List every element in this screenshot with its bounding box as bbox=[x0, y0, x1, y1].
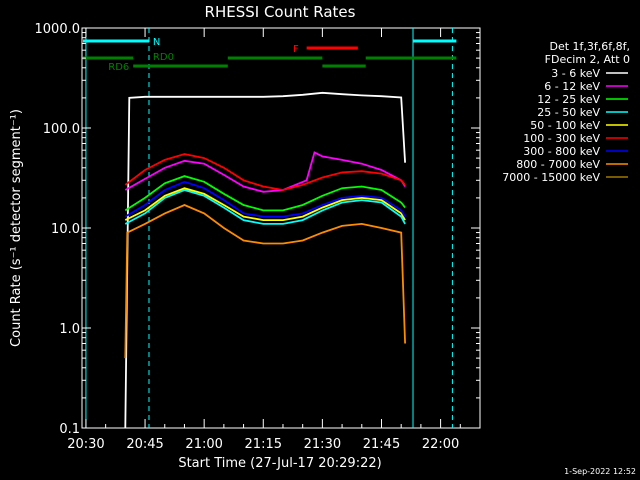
legend-header-line-1: Det 1f,3f,6f,8f, bbox=[549, 40, 630, 53]
y-tick-label-1: 1.0 bbox=[59, 322, 80, 337]
attenuator-segments: N F RD6 RD0 bbox=[83, 37, 457, 73]
x-axis-ticks: 20:30 20:45 21:00 21:15 21:30 21:45 22:00 bbox=[67, 28, 461, 452]
chart-title: RHESSI Count Rates bbox=[205, 3, 356, 21]
x-tick-label-4: 21:30 bbox=[304, 437, 341, 452]
y-tick-label-2: 10.0 bbox=[51, 222, 80, 237]
series-line-5 bbox=[124, 153, 406, 191]
vertical-markers bbox=[85, 28, 453, 428]
y-tick-label-4: 1000.0 bbox=[35, 22, 81, 37]
legend-label-1: 6 - 12 keV bbox=[544, 80, 600, 93]
x-tick-label-0: 20:30 bbox=[67, 437, 104, 452]
legend-label-2: 12 - 25 keV bbox=[537, 93, 600, 106]
x-tick-label-6: 22:00 bbox=[422, 437, 459, 452]
series-line-4 bbox=[124, 187, 406, 222]
series-line-6 bbox=[124, 180, 406, 218]
x-tick-label-3: 21:15 bbox=[245, 437, 282, 452]
x-tick-label-1: 20:45 bbox=[126, 437, 163, 452]
legend-label-0: 3 - 6 keV bbox=[551, 67, 600, 80]
series-line-3 bbox=[124, 189, 406, 225]
footer-timestamp: 1-Sep-2022 12:52 bbox=[564, 467, 636, 476]
y-tick-label-3: 100.0 bbox=[43, 122, 80, 137]
series-line-2 bbox=[124, 175, 406, 212]
legend-label-4: 50 - 100 keV bbox=[530, 119, 600, 132]
x-tick-label-2: 21:00 bbox=[185, 437, 222, 452]
y-axis-label: Count Rate (s⁻¹ detector segment⁻¹) bbox=[9, 109, 24, 347]
series-lines bbox=[124, 91, 406, 429]
y-tick-label-0: 0.1 bbox=[59, 422, 80, 437]
legend-label-6: 300 - 800 keV bbox=[523, 145, 600, 158]
legend-label-7: 800 - 7000 keV bbox=[516, 158, 600, 171]
legend-label-3: 25 - 50 keV bbox=[537, 106, 600, 119]
series-line-0 bbox=[124, 91, 406, 429]
annotation-F: F bbox=[293, 44, 299, 55]
y-axis-ticks: 0.1 1.0 10.0 100.0 1000.0 bbox=[35, 22, 480, 437]
plot-frame bbox=[81, 27, 481, 429]
legend-label-8: 7000 - 15000 keV bbox=[502, 171, 600, 184]
x-axis-label: Start Time (27-Jul-17 20:29:22) bbox=[178, 456, 381, 471]
legend-header-line-2: FDecim 2, Att 0 bbox=[545, 53, 630, 66]
legend-label-5: 100 - 300 keV bbox=[523, 132, 600, 145]
annotation-N: N bbox=[153, 37, 160, 48]
annotation-RD0: RD0 bbox=[153, 52, 174, 63]
series-line-7 bbox=[124, 204, 406, 359]
x-tick-label-5: 21:45 bbox=[363, 437, 400, 452]
annotation-RD6: RD6 bbox=[108, 62, 129, 73]
